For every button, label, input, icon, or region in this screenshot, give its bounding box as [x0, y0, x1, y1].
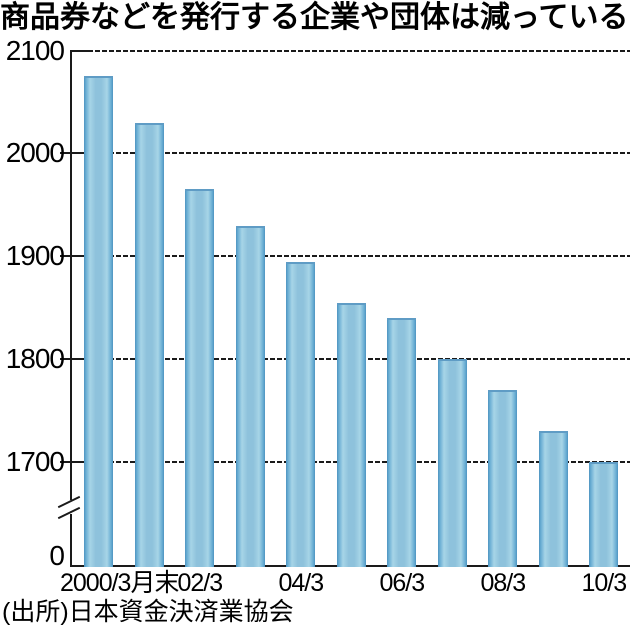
axis-break-icon — [57, 506, 81, 520]
y-axis-upper — [70, 50, 72, 500]
chart-title: 商品券などを発行する企業や団体は減っている — [0, 1, 629, 34]
bar-10 — [538, 431, 568, 567]
source-note: (出所)日本資金決済業協会 — [2, 598, 294, 626]
bar-8 — [437, 359, 467, 567]
bar-6 — [336, 302, 366, 567]
y-tick-2100 — [70, 49, 89, 52]
y-tick-label-2100: 2100 — [5, 34, 65, 66]
bar-5 — [286, 261, 316, 567]
bar-4 — [235, 225, 265, 567]
bar-7 — [387, 318, 417, 567]
y-tick-1900 — [60, 255, 89, 258]
bar-1 — [84, 76, 114, 567]
y-tick-label-1700: 1700 — [5, 446, 65, 478]
y-tick-2000 — [60, 152, 89, 155]
y-axis-lower — [70, 514, 72, 566]
y-tick-label-1800: 1800 — [5, 343, 65, 375]
bar-2 — [134, 122, 164, 567]
x-tick-label-5: 04/3 — [278, 569, 324, 597]
x-tick-label-1: 2000/3月末 — [60, 569, 179, 597]
y-tick-label-1900: 1900 — [5, 240, 65, 272]
bar-3 — [185, 189, 215, 567]
bar-9 — [488, 390, 518, 567]
x-tick-label-9: 08/3 — [480, 569, 526, 597]
gridline-1900 — [88, 255, 630, 258]
x-tick-label-7: 06/3 — [379, 569, 425, 597]
x-tick-label-3: 02/3 — [177, 569, 223, 597]
axis-break-icon — [57, 495, 81, 509]
bar-11 — [589, 462, 619, 567]
x-tick-label-11: 10/3 — [581, 569, 627, 597]
gridline-2000 — [88, 152, 630, 155]
gridline-2100 — [88, 49, 630, 52]
y-tick-label-0: 0 — [49, 540, 65, 571]
y-tick-1700 — [60, 461, 89, 464]
y-tick-label-2000: 2000 — [5, 137, 65, 169]
y-tick-1800 — [60, 358, 89, 361]
